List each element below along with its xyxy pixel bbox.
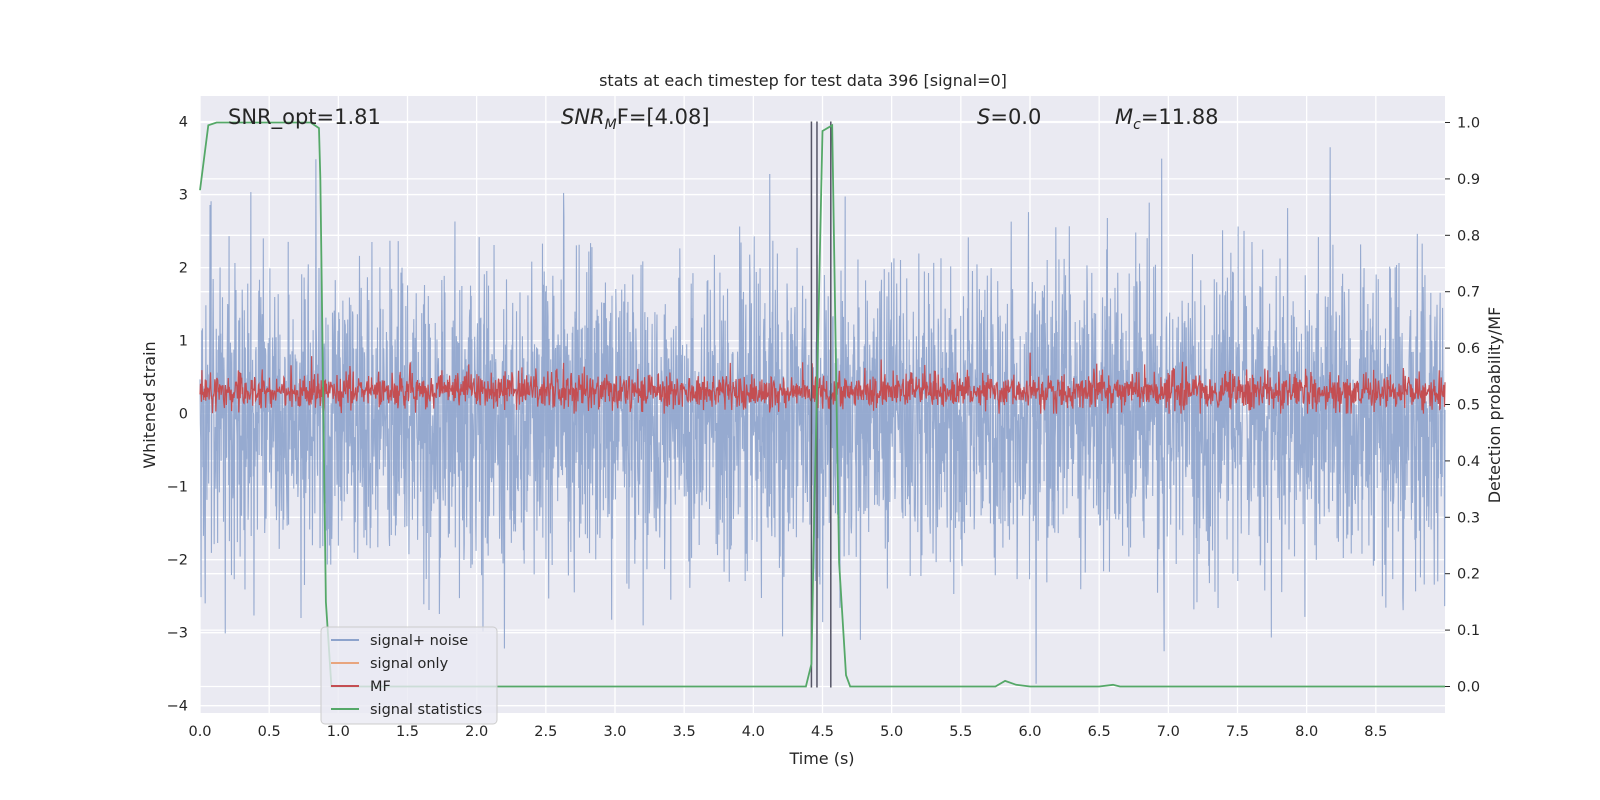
legend-box xyxy=(320,626,498,725)
y-axis-left: 4 3 2 1 0 −1 −2 −3 −4 xyxy=(167,115,188,715)
x-tick-label: 3.5 xyxy=(673,724,696,740)
annotation-s-main: S xyxy=(977,105,990,129)
legend: signal+ noise signal only MF signal stat… xyxy=(320,626,498,725)
annotation-snr-opt: SNR_opt=1.81 xyxy=(228,105,381,130)
y2-tick-label: 0.4 xyxy=(1457,454,1480,470)
x-tick-label: 5.5 xyxy=(949,724,972,740)
annotation-snr-mf: SNRMF=[4.08] xyxy=(561,105,710,133)
y-tick-label: 2 xyxy=(179,261,188,277)
signal-statistics-line xyxy=(199,121,1445,688)
y2-tick-label: 0.8 xyxy=(1457,228,1480,244)
mf-line xyxy=(199,352,1446,414)
x-axis-title: Time (s) xyxy=(788,749,854,768)
y2-tick-label: 0.9 xyxy=(1457,172,1480,188)
y-axis-title: Whitened strain xyxy=(140,341,159,468)
x-tick-label: 8.0 xyxy=(1295,724,1318,740)
annotation-mc: Mc=11.88 xyxy=(1115,105,1219,133)
annotation-s-rest: =0.0 xyxy=(990,105,1041,129)
x-tick-label: 2.5 xyxy=(534,724,557,740)
annotation-snr-mf-rest: F=[4.08] xyxy=(617,105,710,129)
y-tick-label: 3 xyxy=(179,188,188,204)
mf-series xyxy=(199,352,1446,414)
x-tick-label: 0.5 xyxy=(258,724,281,740)
y-tick-label: −1 xyxy=(167,480,188,496)
annotation-snr-mf-sub: M xyxy=(605,117,617,133)
annotation-s: S=0.0 xyxy=(977,105,1041,129)
chart-title: stats at each timestep for test data 396… xyxy=(599,71,1007,90)
x-tick-label: 6.5 xyxy=(1088,724,1111,740)
x-tick-label: 4.5 xyxy=(811,724,834,740)
legend-label-signal-statistics: signal statistics xyxy=(370,702,482,718)
x-tick-label: 4.0 xyxy=(742,724,765,740)
y2-tick-label: 0.0 xyxy=(1457,679,1480,695)
x-tick-label: 3.0 xyxy=(603,724,626,740)
annotation-snr-mf-main: SNR xyxy=(561,105,605,129)
x-tick-label: 7.0 xyxy=(1157,724,1180,740)
x-tick-label: 5.0 xyxy=(880,724,903,740)
annotation-mc-sub: c xyxy=(1133,117,1141,133)
y-tick-label: −2 xyxy=(167,553,188,569)
legend-label-signal-only: signal only xyxy=(370,656,449,672)
x-tick-label: 2.0 xyxy=(465,724,488,740)
annotation-mc-main: M xyxy=(1115,105,1133,129)
x-axis: 0.0 0.5 1.0 1.5 2.0 2.5 3.0 3.5 4.0 4.5 5.0 5.5 6.0 6… xyxy=(188,724,1387,740)
y-tick-label: 1 xyxy=(179,334,188,350)
x-tick-label: 1.5 xyxy=(396,724,419,740)
legend-label-mf: MF xyxy=(370,679,391,695)
y2-axis-title: Detection probability/MF xyxy=(1485,307,1504,504)
annotation-mc-rest: =11.88 xyxy=(1141,105,1219,129)
x-tick-label: 8.5 xyxy=(1364,724,1387,740)
signal-statistics-series xyxy=(199,121,1445,688)
y2-tick-label: 0.5 xyxy=(1457,398,1480,414)
y-tick-label: −3 xyxy=(167,626,188,642)
x-tick-label: 6.0 xyxy=(1018,724,1041,740)
y-tick-label: 0 xyxy=(179,407,188,423)
x-tick-label: 1.0 xyxy=(327,724,350,740)
y2-tick-label: 0.3 xyxy=(1457,510,1480,526)
y-tick-label: −4 xyxy=(167,699,188,715)
y-tick-label: 4 xyxy=(179,115,188,131)
y2-tick-label: 0.1 xyxy=(1457,623,1480,639)
legend-label-signal-noise: signal+ noise xyxy=(370,633,468,649)
y2-tick-label: 0.6 xyxy=(1457,341,1480,357)
y2-tick-label: 0.2 xyxy=(1457,567,1480,583)
x-tick-label: 7.5 xyxy=(1226,724,1249,740)
y-axis-right: 1.0 0.9 0.8 0.7 0.6 0.5 0.4 0.3 0.2 0.1 0.0 xyxy=(1445,116,1480,695)
y2-tick-label: 1.0 xyxy=(1457,116,1480,132)
x-tick-label: 0.0 xyxy=(188,724,211,740)
y2-tick-label: 0.7 xyxy=(1457,285,1480,301)
